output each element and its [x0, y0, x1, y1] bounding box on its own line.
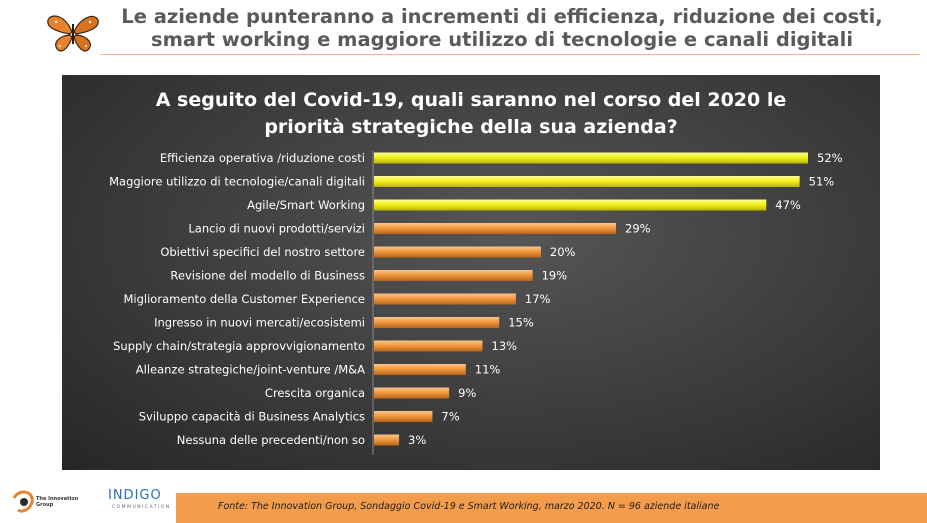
chart-title-line-1: A seguito del Covid-19, quali saranno ne…: [155, 89, 787, 111]
bar: [374, 152, 808, 164]
value-label: 17%: [525, 292, 551, 306]
category-label: Alleanze strategiche/joint-venture /M&A: [136, 363, 365, 377]
source-note: Fonte: The Innovation Group, Sondaggio C…: [218, 501, 720, 512]
butterfly-icon: [47, 15, 99, 52]
value-label: 11%: [475, 363, 501, 377]
value-label: 51%: [809, 175, 835, 189]
bar: [374, 223, 617, 234]
category-label: Ingresso in nuovi mercati/ecosistemi: [154, 316, 365, 330]
category-label: Nessuna delle precedenti/non so: [177, 433, 365, 447]
indigo-logo-name: INDIGO: [108, 488, 162, 503]
headline-line-2: smart working e maggiore utilizzo di tec…: [151, 28, 853, 51]
indigo-logo-sub: COMMUNICATION: [112, 505, 171, 510]
headline: Le aziende punteranno a incrementi di ef…: [112, 5, 892, 51]
bars-group: Efficienza operativa /riduzione costi 52%…: [109, 151, 843, 447]
value-label: 3%: [408, 433, 426, 447]
value-label: 13%: [492, 339, 518, 353]
bar: [374, 434, 400, 446]
bar: [374, 317, 500, 328]
tig-logo-name: The Innovation Group: [36, 496, 79, 508]
bar: [374, 176, 800, 187]
headline-divider: [100, 54, 920, 55]
bar: [374, 293, 516, 305]
chart-title-line-2: priorità strategiche della sua azienda?: [264, 116, 678, 138]
value-label: 7%: [441, 410, 459, 424]
category-label: Obiettivi specifici del nostro settore: [160, 245, 365, 259]
category-label: Agile/Smart Working: [247, 198, 365, 212]
bar: [374, 411, 433, 422]
tig-logo-icon: [12, 490, 34, 513]
chart-panel: A seguito del Covid-19, quali saranno ne…: [62, 75, 880, 470]
value-label: 9%: [458, 386, 476, 400]
chart-title: A seguito del Covid-19, quali saranno ne…: [62, 87, 880, 141]
value-label: 19%: [542, 269, 568, 283]
value-label: 52%: [817, 151, 843, 165]
bar: [374, 199, 767, 211]
category-label: Crescita organica: [265, 386, 365, 400]
category-label: Supply chain/strategia approvvigionament…: [113, 339, 365, 353]
value-label: 29%: [625, 222, 651, 236]
bar: [374, 270, 533, 281]
category-label: Efficienza operativa /riduzione costi: [160, 151, 365, 165]
bar: [374, 364, 466, 375]
headline-line-1: Le aziende punteranno a incrementi di ef…: [121, 5, 883, 28]
bar-chart: Efficienza operativa /riduzione costi 52%…: [109, 151, 843, 455]
category-label: Lancio di nuovi prodotti/servizi: [188, 222, 365, 236]
category-label: Revisione del modello di Business: [170, 269, 365, 283]
category-label: Maggiore utilizzo di tecnologie/canali d…: [109, 175, 365, 189]
value-label: 47%: [775, 198, 801, 212]
value-label: 20%: [550, 245, 576, 259]
bar: [374, 246, 541, 258]
footer-bar: Fonte: The Innovation Group, Sondaggio C…: [176, 493, 927, 523]
category-label: Sviluppo capacità di Business Analytics: [139, 410, 365, 424]
bar: [374, 387, 450, 399]
bar: [374, 340, 483, 352]
category-label: Miglioramento della Customer Experience: [124, 292, 366, 306]
value-label: 15%: [508, 316, 534, 330]
